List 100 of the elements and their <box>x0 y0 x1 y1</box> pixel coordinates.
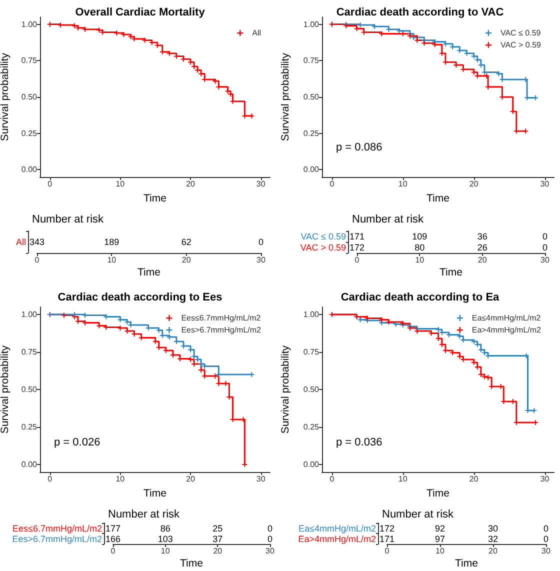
data-label: 0 <box>543 534 549 544</box>
y-tick-label: Ea≤4mmHg/mL/m2 <box>298 523 376 534</box>
data-label: 172 <box>379 523 395 534</box>
point <box>422 40 427 46</box>
data-label: 32 <box>488 534 498 544</box>
y-tick-label: 0.75 <box>303 56 320 66</box>
legend-label: VAC ≤ 0.59 <box>500 28 542 38</box>
y-tick-label: 0.25 <box>21 128 38 138</box>
point <box>225 88 230 94</box>
point <box>514 128 519 134</box>
data-label: 189 <box>104 237 120 247</box>
x-tick-label: 10 <box>436 546 445 556</box>
data-label: 166 <box>105 534 121 544</box>
x-tick-label: 20 <box>213 546 223 556</box>
x-tick-label: 30 <box>266 546 275 556</box>
data-label: 86 <box>160 523 170 534</box>
data-label: 177 <box>105 523 121 534</box>
y-tick-label: 0.75 <box>21 56 38 66</box>
y-tick-label: 1.00 <box>303 20 320 29</box>
y-tick-label: 0.50 <box>21 385 38 394</box>
data-label: 62 <box>181 237 192 247</box>
x-tick-label: 0 <box>384 546 390 556</box>
y-tick-label: 1.00 <box>303 310 320 319</box>
y-tick-label: VAC ≤ 0.59 <box>300 232 346 242</box>
point <box>96 28 102 33</box>
x-tick-label: 0 <box>110 546 116 556</box>
point <box>442 60 448 65</box>
x-tick-label: 20 <box>186 180 196 188</box>
data-label: 30 <box>488 523 498 534</box>
point <box>166 50 172 56</box>
y-tick-label: 0.75 <box>21 348 38 356</box>
point <box>61 312 66 318</box>
point <box>411 34 416 40</box>
data-label: 0 <box>542 242 548 252</box>
point <box>230 98 236 104</box>
y-tick-label: 0.50 <box>21 92 38 102</box>
point <box>450 44 456 50</box>
data-label: 92 <box>434 523 446 534</box>
x-tick-label: 30 <box>540 474 550 484</box>
data-label: 0 <box>258 237 264 247</box>
point <box>195 68 200 73</box>
point <box>249 113 254 118</box>
data-label: 343 <box>29 237 45 247</box>
y-tick-label: 0.25 <box>21 422 38 432</box>
y-tick-label: Ees>6.7mmHg/mL/m2 <box>12 534 102 544</box>
data-label: 37 <box>212 534 223 544</box>
point <box>523 128 528 134</box>
data-label: 0 <box>267 534 273 544</box>
point <box>474 73 480 78</box>
x-tick-label: 30 <box>256 180 266 188</box>
chart-title: Number at risk <box>352 214 424 226</box>
point <box>460 66 466 72</box>
x-tick-label: 30 <box>256 474 266 484</box>
x-axis-title: Time <box>440 266 463 278</box>
legend-label: Ea>4mmHg/mL/m2 <box>472 326 542 334</box>
y-tick-label: Ea>4mmHg/mL/m2 <box>298 534 376 544</box>
x-tick-label: 10 <box>398 180 408 188</box>
point <box>442 41 448 46</box>
x-tick-label: 10 <box>160 546 170 556</box>
point <box>75 25 80 30</box>
y-axis-title: Survival probability <box>0 52 12 142</box>
point <box>474 57 480 62</box>
x-tick-label: 20 <box>182 256 192 264</box>
x-tick-label: 10 <box>415 256 425 264</box>
data-label: 26 <box>477 242 488 252</box>
point <box>242 113 248 118</box>
point <box>82 26 88 32</box>
x-tick-label: 10 <box>398 474 408 484</box>
point <box>132 36 137 42</box>
x-axis-title: Time <box>138 266 161 278</box>
chart-title: Number at risk <box>382 508 454 520</box>
x-axis-title: Time <box>426 487 450 500</box>
chart-title: Number at risk <box>108 508 180 520</box>
point <box>439 50 444 56</box>
data-label: 36 <box>477 232 488 242</box>
x-axis-title: Time <box>144 192 167 204</box>
chart-title: Overall Cardiac Mortality <box>75 6 206 18</box>
data-label: 103 <box>158 534 173 544</box>
point <box>242 462 248 467</box>
annotation: p = 0.026 <box>54 436 100 448</box>
legend-label: All <box>252 28 262 38</box>
x-tick-label: 30 <box>256 256 266 264</box>
y-tick-label: 0.75 <box>303 348 320 356</box>
x-tick-label: 30 <box>540 256 550 264</box>
point <box>228 92 234 97</box>
y-tick-label: 1.00 <box>21 310 38 319</box>
x-tick-label: 0 <box>330 474 335 484</box>
x-tick-label: 0 <box>34 256 40 264</box>
point <box>484 73 490 78</box>
y-tick-label: Ees≤6.7mmHg/mL/m2 <box>12 523 102 534</box>
point <box>396 28 402 34</box>
x-tick-label: 20 <box>186 474 196 484</box>
x-tick-label: 30 <box>540 180 550 188</box>
y-tick-label: 0.25 <box>303 422 320 432</box>
y-tick-label: 0.50 <box>303 92 320 102</box>
point <box>160 49 165 54</box>
legend-label: Ea≤4mmHg/mL/m2 <box>472 314 542 322</box>
y-tick-label: 0.00 <box>21 460 38 469</box>
y-tick-label: 1.00 <box>21 20 38 29</box>
legend-label: VAC > 0.59 <box>500 40 542 50</box>
